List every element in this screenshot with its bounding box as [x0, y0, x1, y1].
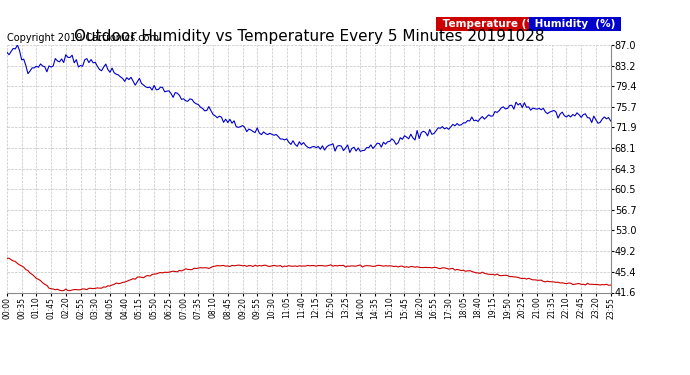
- Title: Outdoor Humidity vs Temperature Every 5 Minutes 20191028: Outdoor Humidity vs Temperature Every 5 …: [74, 29, 544, 44]
- Text: Humidity  (%): Humidity (%): [531, 19, 619, 29]
- Text: Temperature (°F): Temperature (°F): [439, 19, 546, 29]
- Text: Copyright 2019 Cartronics.com: Copyright 2019 Cartronics.com: [7, 33, 159, 42]
